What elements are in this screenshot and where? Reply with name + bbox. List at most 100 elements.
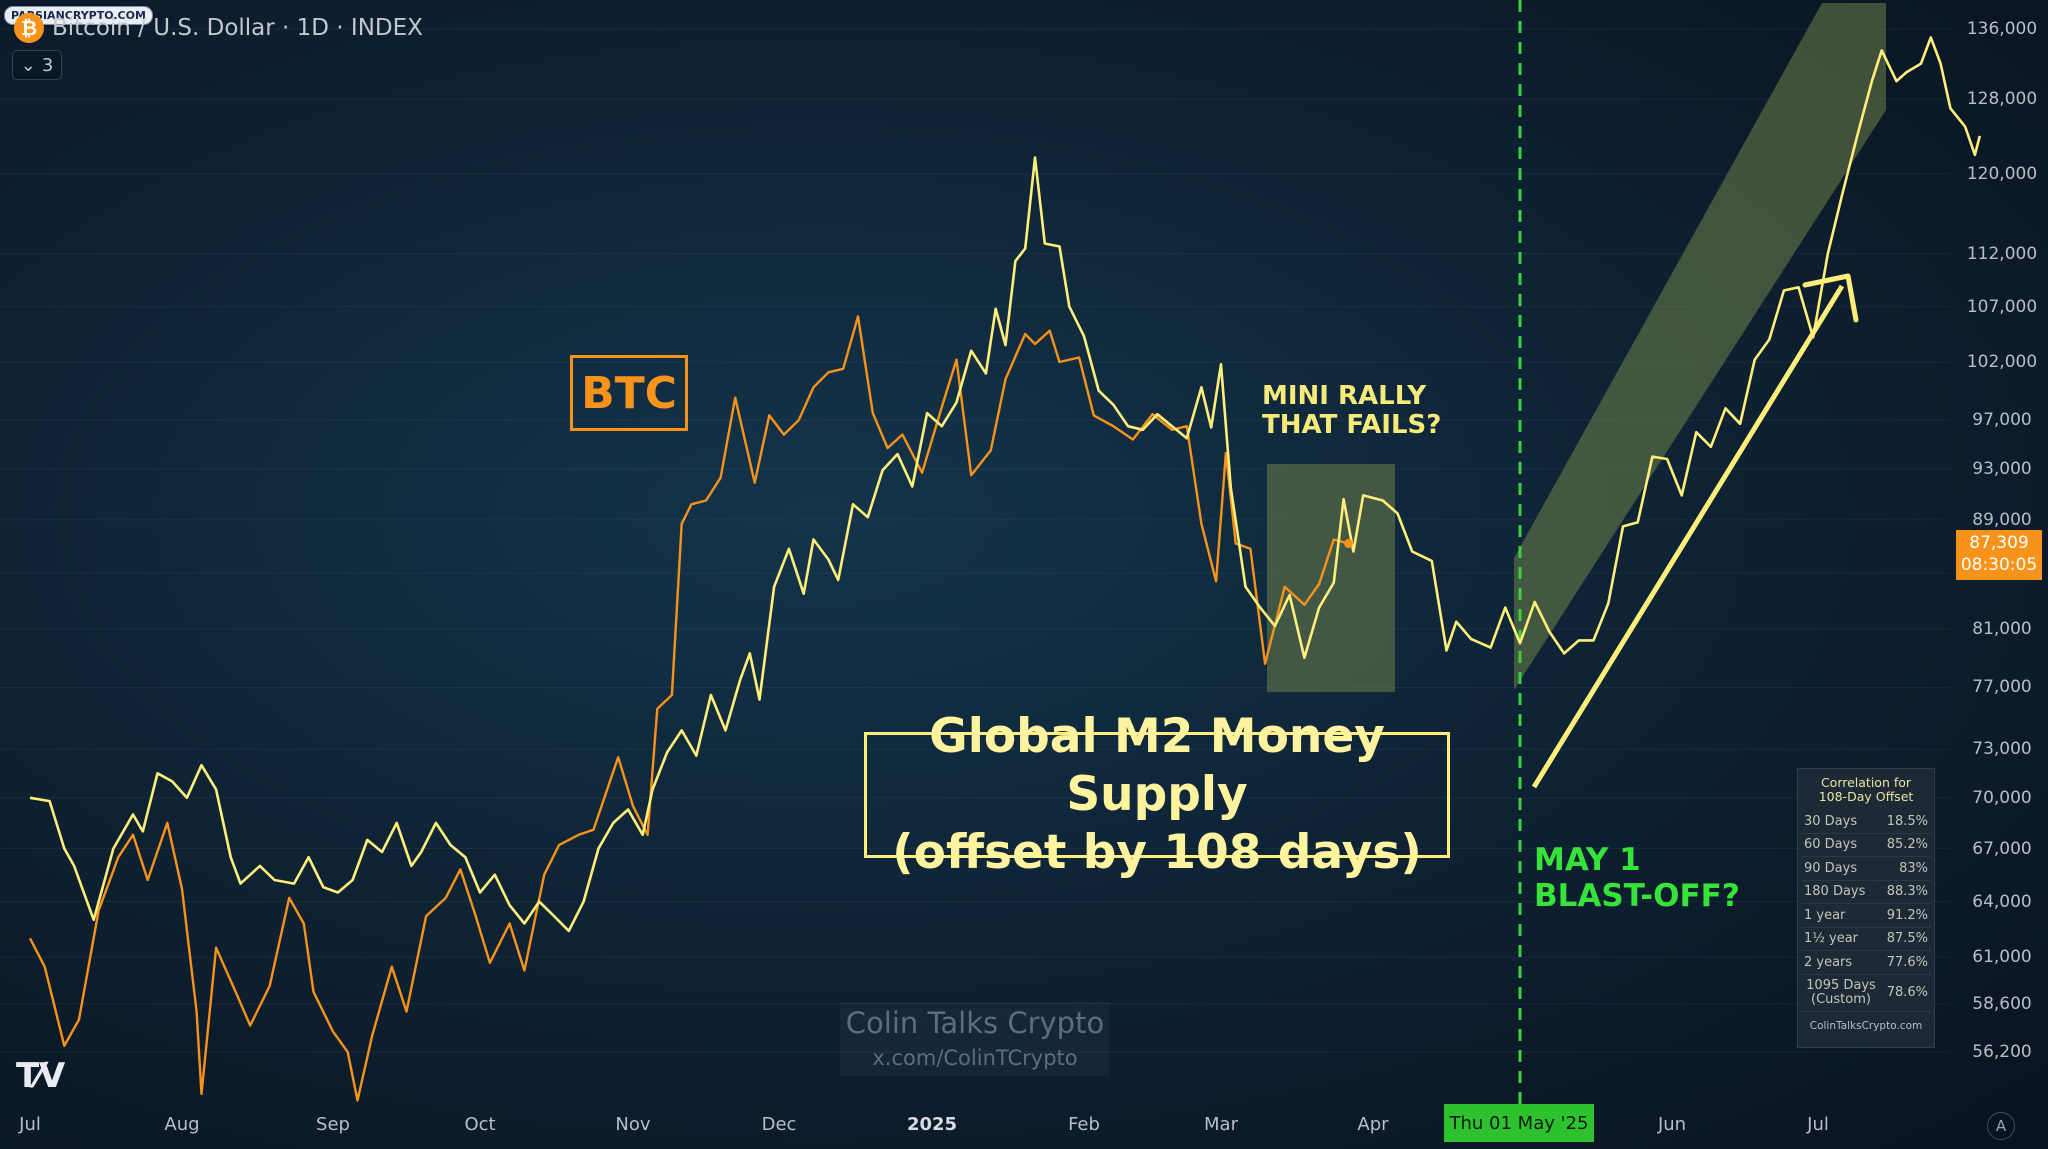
btc-data-point[interactable] (443, 895, 449, 901)
m2-data-point[interactable] (1012, 258, 1018, 264)
m2-data-point[interactable] (1962, 124, 1968, 130)
m2-data-point[interactable] (1693, 429, 1699, 435)
btc-data-point[interactable] (1047, 328, 1053, 334)
m2-data-point[interactable] (1546, 629, 1552, 635)
m2-data-point[interactable] (581, 899, 587, 905)
m2-data-point[interactable] (306, 854, 312, 860)
m2-data-point[interactable] (61, 846, 67, 852)
m2-data-point[interactable] (1649, 454, 1655, 460)
m2-data-point[interactable] (1938, 61, 1944, 67)
btc-data-point[interactable] (679, 521, 685, 527)
m2-data-point[interactable] (1453, 619, 1459, 625)
m2-data-point[interactable] (954, 399, 960, 405)
m2-data-point[interactable] (1331, 580, 1337, 586)
m2-data-point[interactable] (1879, 48, 1885, 54)
btc-data-point[interactable] (1213, 578, 1219, 584)
m2-data-point[interactable] (1576, 637, 1582, 643)
btc-data-point[interactable] (840, 366, 846, 372)
m2-data-point[interactable] (993, 306, 999, 312)
btc-data-point[interactable] (669, 692, 675, 698)
m2-data-point[interactable] (924, 410, 930, 416)
btc-data-point[interactable] (423, 913, 429, 919)
m2-data-point[interactable] (650, 787, 656, 793)
btc-data-point[interactable] (781, 432, 787, 438)
m2-data-point[interactable] (1169, 423, 1175, 429)
m2-data-point[interactable] (1502, 605, 1508, 611)
btc-data-point[interactable] (899, 432, 905, 438)
m2-data-point[interactable] (1409, 549, 1415, 555)
m2-data-point[interactable] (1316, 605, 1322, 611)
m2-data-point[interactable] (1620, 523, 1626, 529)
btc-data-point[interactable] (1110, 423, 1116, 429)
btc-data-point[interactable] (213, 945, 219, 951)
btc-data-point[interactable] (42, 964, 48, 970)
m2-data-point[interactable] (1081, 333, 1087, 339)
btc-data-point[interactable] (457, 866, 463, 872)
m2-data-point[interactable] (379, 849, 385, 855)
btc-data-point[interactable] (301, 921, 307, 927)
m2-data-point[interactable] (1737, 421, 1743, 427)
m2-data-point[interactable] (228, 854, 234, 860)
btc-data-point[interactable] (1262, 661, 1268, 667)
m2-data-point[interactable] (1350, 549, 1356, 555)
m2-data-point[interactable] (448, 842, 454, 848)
btc-data-point[interactable] (591, 827, 597, 833)
m2-data-point[interactable] (1561, 650, 1567, 656)
m2-data-point[interactable] (408, 863, 414, 869)
btc-data-point[interactable] (968, 472, 974, 478)
m2-data-point[interactable] (492, 872, 498, 878)
m2-data-point[interactable] (1066, 304, 1072, 310)
m2-data-point[interactable] (507, 902, 513, 908)
m2-data-point[interactable] (1032, 155, 1038, 161)
btc-data-point[interactable] (811, 384, 817, 390)
m2-data-point[interactable] (1894, 78, 1900, 84)
auto-scale-icon[interactable]: A (1987, 1112, 2015, 1140)
m2-data-point[interactable] (1341, 496, 1347, 502)
m2-data-point[interactable] (1977, 133, 1983, 139)
m2-data-point[interactable] (1228, 485, 1234, 491)
m2-data-point[interactable] (536, 899, 542, 905)
btc-data-point[interactable] (199, 1091, 205, 1097)
btc-data-point[interactable] (1223, 450, 1229, 456)
btc-data-point[interactable] (1301, 602, 1307, 608)
m2-data-point[interactable] (1517, 640, 1523, 646)
tradingview-logo-icon[interactable]: T⁄V (16, 1056, 65, 1096)
btc-data-point[interactable] (1282, 584, 1288, 590)
m2-data-point[interactable] (1635, 519, 1641, 525)
m2-data-point[interactable] (895, 451, 901, 457)
m2-data-point[interactable] (968, 348, 974, 354)
m2-data-point[interactable] (664, 749, 670, 755)
m2-data-point[interactable] (155, 770, 161, 776)
btc-data-point[interactable] (404, 1009, 410, 1015)
btc-data-point[interactable] (1022, 331, 1028, 337)
m2-data-point[interactable] (610, 820, 616, 826)
btc-data-point[interactable] (796, 417, 802, 423)
m2-data-point[interactable] (1869, 78, 1875, 84)
m2-data-point[interactable] (257, 863, 263, 869)
m2-data-point[interactable] (1140, 427, 1146, 433)
btc-data-point[interactable] (145, 877, 151, 883)
btc-data-point[interactable] (61, 1043, 67, 1049)
m2-data-point[interactable] (1042, 241, 1048, 247)
m2-data-point[interactable] (1723, 405, 1729, 411)
m2-data-point[interactable] (1243, 584, 1249, 590)
btc-data-point[interactable] (1331, 537, 1337, 543)
btc-data-point[interactable] (766, 412, 772, 418)
m2-data-point[interactable] (1752, 357, 1758, 363)
m2-data-point[interactable] (939, 423, 945, 429)
btc-data-point[interactable] (954, 357, 960, 363)
btc-data-point[interactable] (1316, 581, 1322, 587)
btc-data-point[interactable] (194, 1009, 200, 1015)
btc-data-point[interactable] (630, 803, 636, 809)
m2-data-point[interactable] (1360, 492, 1366, 498)
m2-data-point[interactable] (238, 881, 244, 887)
m2-data-point[interactable] (850, 501, 856, 507)
m2-data-point[interactable] (335, 890, 341, 896)
btc-data-point[interactable] (355, 1097, 361, 1103)
m2-data-point[interactable] (825, 557, 831, 563)
btc-data-point[interactable] (286, 895, 292, 901)
m2-data-point[interactable] (1110, 402, 1116, 408)
btc-data-point[interactable] (688, 501, 694, 507)
btc-data-point[interactable] (654, 706, 660, 712)
m2-data-point[interactable] (737, 677, 743, 683)
